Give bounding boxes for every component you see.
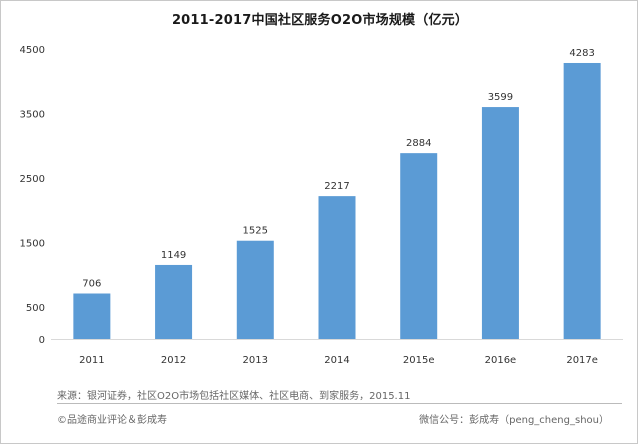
bar-2015e — [400, 153, 438, 339]
bar-labels-group: 706 1149 1525 2217 2884 3599 4283 — [82, 48, 595, 290]
data-label-2013: 1525 — [243, 226, 268, 237]
y-tick-label: 3500 — [20, 109, 45, 120]
bar-2013 — [236, 240, 274, 339]
footer-divider — [57, 403, 622, 404]
data-label-2017e: 4283 — [569, 48, 594, 59]
data-label-2012: 1149 — [161, 250, 186, 261]
y-axis: 0 500 1500 2500 3500 4500 — [20, 45, 45, 346]
data-label-2011: 706 — [82, 279, 101, 290]
y-tick-label: 4500 — [20, 45, 45, 56]
chart-title: 2011-2017中国社区服务O2O市场规模（亿元） — [171, 13, 469, 28]
x-tick-label-2015e: 2015e — [403, 355, 435, 366]
x-tick-label-2017e: 2017e — [566, 355, 598, 366]
bar-2016e — [481, 107, 519, 339]
copyright-text: ©品途商业评论＆彭成寿 — [57, 415, 167, 426]
bar-2012 — [155, 264, 193, 339]
x-tick-label-2012: 2012 — [161, 355, 186, 366]
bar-2011 — [73, 293, 111, 339]
bars-group — [73, 62, 601, 340]
x-tick-label-2013: 2013 — [243, 355, 268, 366]
bar-2014 — [318, 196, 356, 339]
data-label-2016e: 3599 — [488, 92, 513, 103]
x-tick-label-2014: 2014 — [324, 355, 349, 366]
x-axis: 2011 2012 2013 2014 2015e 2016e 2017e — [51, 339, 623, 366]
wechat-account: 微信公号：彭成寿（peng_cheng_shou） — [419, 415, 609, 426]
data-label-2015e: 2884 — [406, 138, 431, 149]
y-tick-label: 500 — [26, 303, 45, 314]
y-tick-label: 0 — [39, 335, 45, 346]
data-label-2014: 2217 — [324, 181, 349, 192]
source-note: 来源：银河证券，社区O2O市场包括社区媒体、社区电商、到家服务，2015.11 — [57, 391, 411, 402]
x-tick-label-2011: 2011 — [79, 355, 104, 366]
x-tick-label-2016e: 2016e — [485, 355, 517, 366]
y-tick-label: 1500 — [20, 238, 45, 249]
bar-2017e — [563, 62, 601, 340]
y-tick-label: 2500 — [20, 174, 45, 185]
